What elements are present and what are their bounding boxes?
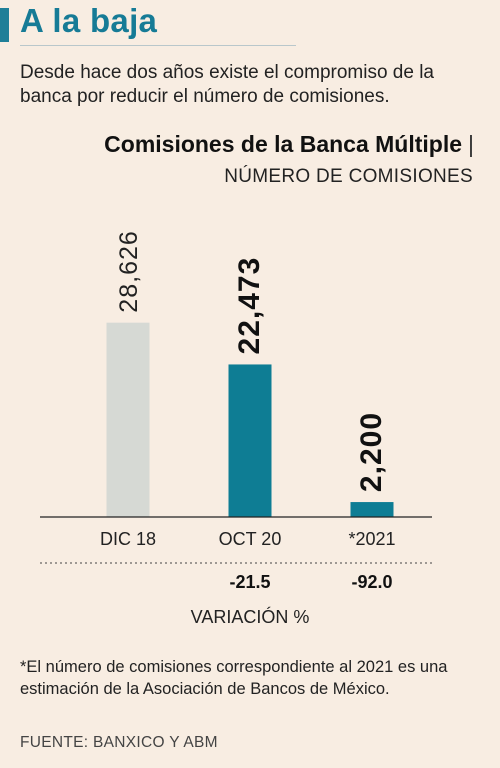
- header-divider: [20, 45, 296, 46]
- bar-value-label-1: 28,626: [115, 230, 143, 312]
- x-tick-label-1: DIC 18: [100, 529, 156, 549]
- variation-value-2: -21.5: [229, 572, 270, 592]
- bar-2: [228, 364, 272, 517]
- page-title: A la baja: [20, 2, 158, 39]
- x-tick-label-2: OCT 20: [219, 529, 282, 549]
- bar-1: [106, 322, 150, 517]
- variation-value-3: -92.0: [351, 572, 392, 592]
- header-accent-bar: [0, 8, 9, 42]
- source-note: FUENTE: BANXICO Y ABM: [20, 734, 218, 751]
- x-tick-label-3: *2021: [348, 529, 395, 549]
- bar-3: [350, 502, 394, 517]
- chart-title: Comisiones de la Banca Múltiple |: [104, 131, 474, 158]
- chart-title-text: Comisiones de la Banca Múltiple: [104, 131, 463, 157]
- footnote: *El número de comisiones correspondiente…: [20, 658, 448, 698]
- bar-value-label-3: 2,200: [355, 412, 388, 492]
- bar-value-label-2: 22,473: [233, 257, 266, 355]
- chart-title-separator: |: [468, 131, 474, 157]
- lead-text: Desde hace dos años existe el compromiso…: [20, 62, 435, 107]
- chart-subtitle: NÚMERO DE COMISIONES: [224, 166, 473, 187]
- bar-chart: 28,626 22,473 2,200 DIC 18 OCT 20 *2021 -21.5 -…: [40, 230, 432, 627]
- variation-label: VARIACIÓN %: [191, 606, 310, 627]
